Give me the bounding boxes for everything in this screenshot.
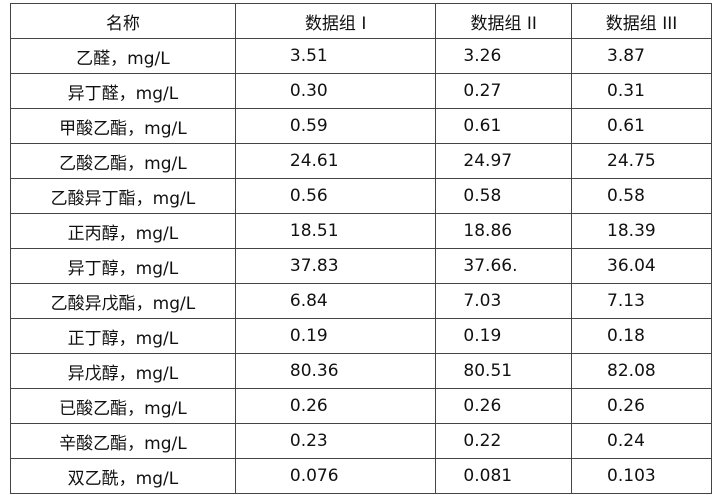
data-cell: 6.84 [234,283,437,319]
data-cell: 82.08 [571,353,712,389]
data-cell: 80.51 [435,353,573,389]
table-row: 异戊醇，mg/L 80.36 80.51 82.08 [10,353,712,389]
header-cell: 数据组 I [234,3,437,39]
data-cell: 0.58 [571,178,712,214]
data-cell: 3.51 [234,38,437,74]
row-label: 乙酸异丁酯，mg/L [10,178,236,214]
table-row: 异丁醛，mg/L 0.30 0.27 0.31 [10,73,712,109]
data-cell: 0.59 [234,108,437,144]
header-cell: 名称 [10,3,236,39]
table-row: 已酸乙酯，mg/L 0.26 0.26 0.26 [10,388,712,424]
table-row: 乙酸乙酯，mg/L 24.61 24.97 24.75 [10,143,712,179]
data-cell: 0.61 [435,108,573,144]
data-cell: 37.83 [234,248,437,284]
table-row: 甲酸乙酯，mg/L 0.59 0.61 0.61 [10,108,712,144]
table-row: 双乙酰，mg/L 0.076 0.081 0.103 [10,458,712,494]
header-row: 名称 数据组 I 数据组 II 数据组 III [10,3,712,39]
data-cell: 0.26 [571,388,712,424]
table-row: 乙酸异丁酯，mg/L 0.56 0.58 0.58 [10,178,712,214]
data-cell: 18.51 [234,213,437,249]
row-label: 已酸乙酯，mg/L [10,388,236,424]
data-cell: 0.081 [435,458,573,494]
row-label: 异丁醛，mg/L [10,73,236,109]
header-cell: 数据组 II [435,3,573,39]
data-cell: 0.26 [234,388,437,424]
row-label: 乙酸乙酯，mg/L [10,143,236,179]
data-cell: 36.04 [571,248,712,284]
data-cell: 0.58 [435,178,573,214]
data-cell: 0.19 [234,318,437,354]
header-cell: 数据组 III [571,3,712,39]
row-label: 正丙醇，mg/L [10,213,236,249]
data-cell: 7.03 [435,283,573,319]
data-cell: 3.26 [435,38,573,74]
data-cell: 7.13 [571,283,712,319]
table-row: 乙醛，mg/L 3.51 3.26 3.87 [10,38,712,74]
table-row: 异丁醇，mg/L 37.83 37.66. 36.04 [10,248,712,284]
data-cell: 0.61 [571,108,712,144]
table-row: 正丁醇，mg/L 0.19 0.19 0.18 [10,318,712,354]
data-cell: 0.24 [571,423,712,459]
data-cell: 24.61 [234,143,437,179]
data-cell: 0.23 [234,423,437,459]
data-cell: 0.22 [435,423,573,459]
data-cell: 3.87 [571,38,712,74]
table-row: 乙酸异戊酯，mg/L 6.84 7.03 7.13 [10,283,712,319]
data-cell: 0.56 [234,178,437,214]
data-table: 名称 数据组 I 数据组 II 数据组 III 乙醛，mg/L 3.51 3.26 3.87… [10,3,712,494]
data-cell: 18.86 [435,213,573,249]
table-row: 正丙醇，mg/L 18.51 18.86 18.39 [10,213,712,249]
row-label: 乙酸异戊酯，mg/L [10,283,236,319]
data-cell: 0.19 [435,318,573,354]
data-cell: 24.75 [571,143,712,179]
row-label: 异戊醇，mg/L [10,353,236,389]
row-label: 双乙酰，mg/L [10,458,236,494]
table-body: 乙醛，mg/L 3.51 3.26 3.87 异丁醛，mg/L 0.30 0.27 0.31 甲… [10,38,712,494]
table-row: 辛酸乙酯，mg/L 0.23 0.22 0.24 [10,423,712,459]
row-label: 异丁醇，mg/L [10,248,236,284]
row-label: 正丁醇，mg/L [10,318,236,354]
data-cell: 0.18 [571,318,712,354]
data-cell: 18.39 [571,213,712,249]
data-cell: 0.30 [234,73,437,109]
data-cell: 0.27 [435,73,573,109]
row-label: 辛酸乙酯，mg/L [10,423,236,459]
data-cell: 0.26 [435,388,573,424]
row-label: 甲酸乙酯，mg/L [10,108,236,144]
data-cell: 24.97 [435,143,573,179]
data-cell: 0.31 [571,73,712,109]
data-cell: 0.103 [571,458,712,494]
data-cell: 0.076 [234,458,437,494]
data-cell: 80.36 [234,353,437,389]
row-label: 乙醛，mg/L [10,38,236,74]
data-cell: 37.66. [435,248,573,284]
